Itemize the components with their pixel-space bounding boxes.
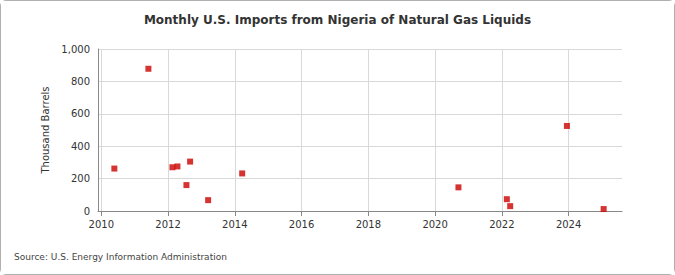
svg-text:2014: 2014	[222, 219, 247, 230]
svg-text:2012: 2012	[155, 219, 180, 230]
svg-text:2016: 2016	[289, 219, 314, 230]
svg-text:0: 0	[84, 206, 90, 217]
svg-text:800: 800	[71, 76, 90, 87]
svg-text:2010: 2010	[89, 219, 114, 230]
svg-text:Monthly U.S. Imports from Nige: Monthly U.S. Imports from Nigeria of Nat…	[144, 13, 531, 27]
svg-text:400: 400	[71, 141, 90, 152]
svg-text:200: 200	[71, 173, 90, 184]
svg-text:2024: 2024	[556, 219, 581, 230]
svg-text:2020: 2020	[422, 219, 447, 230]
svg-text:Source: U.S. Energy Informatio: Source: U.S. Energy Information Administ…	[14, 252, 227, 262]
svg-text:1,000: 1,000	[61, 44, 90, 55]
svg-text:Thousand Barrels: Thousand Barrels	[40, 86, 51, 174]
svg-text:600: 600	[71, 108, 90, 119]
svg-text:2022: 2022	[489, 219, 514, 230]
svg-text:2018: 2018	[356, 219, 381, 230]
